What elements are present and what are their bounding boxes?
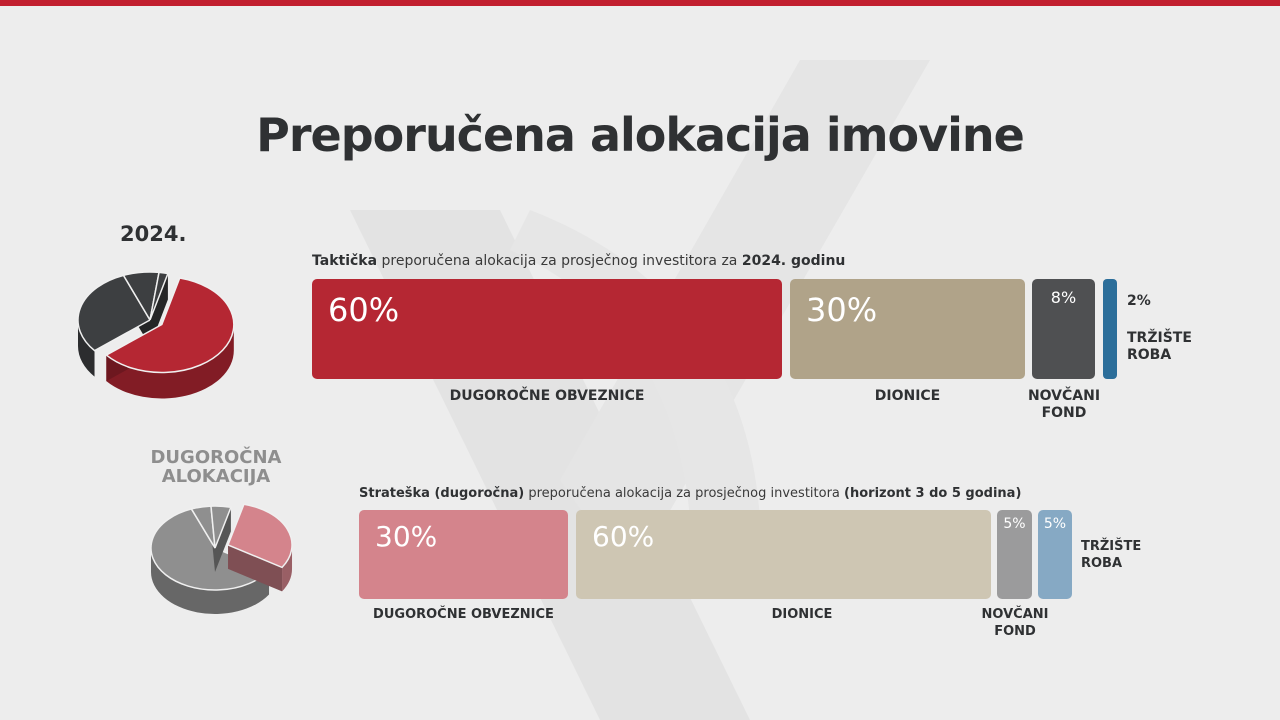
tactical-bar-stocks: 30% xyxy=(790,279,1025,379)
tactical-bar-money-fund: 8% xyxy=(1032,279,1095,379)
strategic-bar-stocks-value: 60% xyxy=(592,520,655,553)
long-term-section-label: DUGOROČNA ALOKACIJA xyxy=(150,447,282,487)
strategic-pie-slice-face-3 xyxy=(215,507,231,572)
tactical-pie-slice-top-0 xyxy=(105,277,235,374)
tactical-bar-money-fund-value: 8% xyxy=(1050,288,1077,307)
strategic-cat-money-fund: NOVČANI FOND xyxy=(981,607,1049,639)
tactical-bar-long-term-bonds-value: 60% xyxy=(328,291,400,329)
tactical-cat-money-fund: NOVČANI FOND xyxy=(1027,388,1101,421)
tactical-pie-chart xyxy=(77,271,235,399)
strategic-pie-slice-side-1 xyxy=(151,548,270,614)
strategic-cat-stocks: DIONICE xyxy=(771,607,833,622)
top-accent-bar xyxy=(0,0,1280,6)
tactical-subtitle-bold-end: 2024. godinu xyxy=(741,253,846,269)
tactical-cat-stocks: DIONICE xyxy=(874,388,941,404)
tactical-pie-slice-side-1 xyxy=(78,320,95,377)
tactical-commodities-value: 2% xyxy=(1127,293,1151,309)
strategic-pie-slice-top-3 xyxy=(210,505,232,549)
strategic-bar-commodities: 5% xyxy=(1038,510,1072,599)
tactical-bar-stocks-value: 30% xyxy=(806,291,878,329)
strategic-bar-long-term-bonds: 30% xyxy=(359,510,568,599)
strategic-subtitle-bold-start: Strateška (dugoročna) xyxy=(359,486,525,501)
strategic-subtitle-mid: preporučena alokacija za prosječnog inve… xyxy=(524,486,845,501)
tactical-bar-long-term-bonds: 60% xyxy=(312,279,782,379)
strategic-bar-money-fund-value: 5% xyxy=(1003,516,1026,532)
tactical-pie-slice-side-0 xyxy=(106,324,234,399)
year-label: 2024. xyxy=(120,222,187,246)
tactical-bar-commodities xyxy=(1103,279,1117,379)
strategic-subtitle: Strateška (dugoročna) preporučena alokac… xyxy=(359,486,1021,501)
strategic-pie-slice-top-0 xyxy=(227,503,293,569)
tactical-commodities-label: TRŽIŠTE ROBA xyxy=(1127,330,1192,363)
strategic-pie-chart xyxy=(150,503,293,614)
tactical-subtitle-mid: preporučena alokacija za prosječnog inve… xyxy=(377,253,742,269)
page-title: Preporučena alokacija imovine xyxy=(256,108,1025,162)
strategic-pie-slice-face-0 xyxy=(228,544,283,592)
strategic-cat-long-term-bonds: DUGOROČNE OBVEZNICE xyxy=(373,607,554,622)
tactical-cat-long-term-bonds: DUGOROČNE OBVEZNICE xyxy=(449,388,645,404)
strategic-bar-stocks: 60% xyxy=(576,510,991,599)
tactical-pie-slice-top-3 xyxy=(149,271,169,321)
tactical-subtitle: Taktička preporučena alokacija za prosje… xyxy=(312,253,845,269)
strategic-commodities-label: TRŽIŠTE ROBA xyxy=(1081,539,1142,571)
strategic-subtitle-bold-end: (horizont 3 do 5 godina) xyxy=(844,486,1022,501)
tactical-pie-slice-top-1 xyxy=(77,274,152,352)
strategic-bar-money-fund: 5% xyxy=(997,510,1032,599)
tactical-subtitle-bold-start: Taktička xyxy=(312,253,378,269)
strategic-bar-commodities-value: 5% xyxy=(1043,516,1067,532)
strategic-bar-long-term-bonds-value: 30% xyxy=(375,520,438,553)
